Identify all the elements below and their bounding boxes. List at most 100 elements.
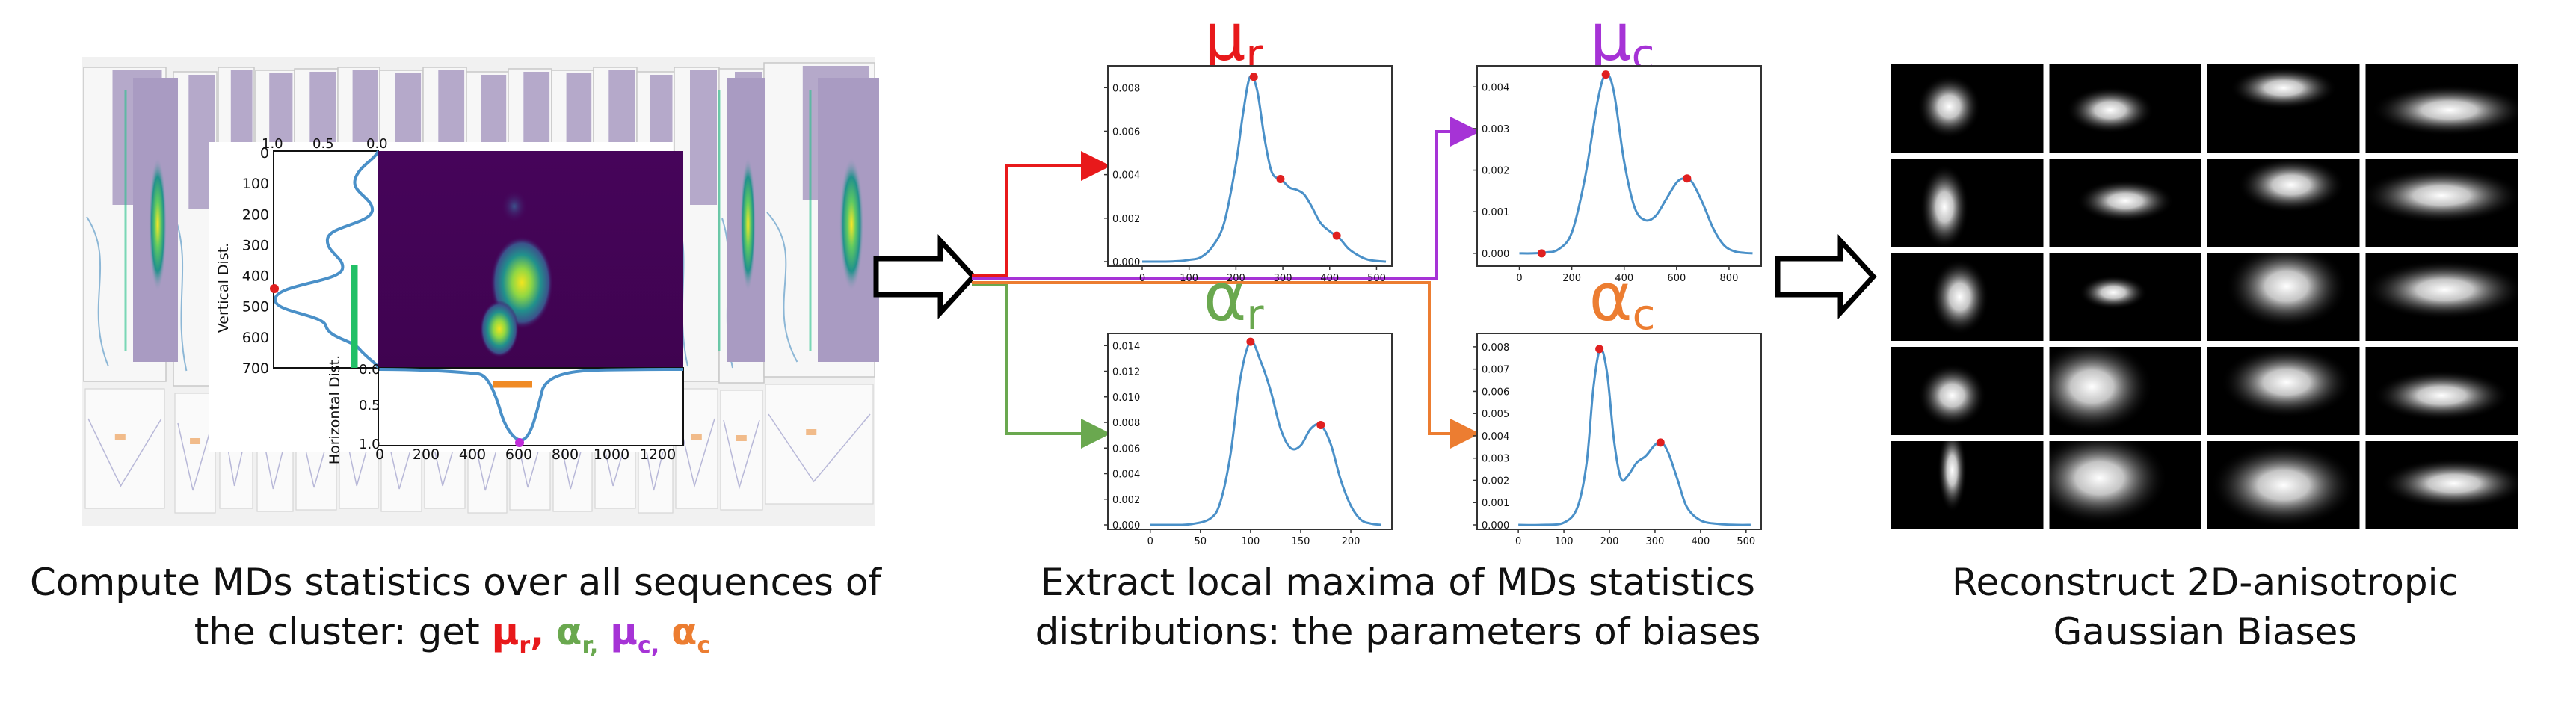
y-tick-label: 0.000 [1482, 249, 1509, 260]
caption-alpha-r-symbol: α [556, 610, 582, 653]
y-tick-label: 0.008 [1112, 418, 1140, 429]
caption-mu-c-symbol: μ [610, 610, 638, 653]
x-tick-label: 100 [1180, 273, 1198, 284]
vertical-marginal-plot [273, 150, 379, 369]
caption-mu-c-sub: c, [637, 633, 660, 659]
x-tick-label: 200 [1562, 273, 1581, 284]
x-tick-label: 500 [1737, 536, 1755, 547]
vertical-tick: 700 [242, 360, 269, 377]
sequence-orange-mark [114, 434, 126, 440]
plot-frame [1476, 333, 1762, 530]
y-tick-label: 0.003 [1482, 454, 1509, 465]
connector-alpha-c [972, 281, 1480, 449]
gaussian-blob [2380, 458, 2518, 509]
title-alpha-r: αr [1203, 259, 1264, 339]
y-tick-label: 0.012 [1112, 367, 1140, 378]
local-maximum-dot [1683, 174, 1692, 183]
horizontal-tick: 600 [505, 446, 532, 463]
y-tick-label: 0.002 [1482, 166, 1509, 177]
horizontal-marginal-plot [378, 367, 684, 446]
bottom-left-tick-2: 1.0 [359, 437, 380, 452]
sequence-bottom-curve [723, 419, 760, 490]
local-maximum-dot [1316, 420, 1325, 429]
top-tick-0: 1.0 [262, 136, 283, 152]
distributions-panel: μ r μ c αr αc 0.000 0.002 0.004 0.006 0.008 0 10… [1104, 0, 1762, 547]
gaussian-blob [1937, 441, 1967, 513]
gaussian-cell-r5-c4 [2365, 441, 2518, 529]
top-tick-1: 0.5 [312, 136, 334, 152]
x-tick-label: 300 [1646, 536, 1665, 547]
gaussian-blob [2365, 259, 2518, 320]
local-maximum-dot [1656, 438, 1665, 447]
y-tick-label: 0.006 [1482, 387, 1509, 398]
gaussian-cell-r3-c2 [2049, 253, 2201, 341]
horizontal-tick: 1000 [594, 446, 629, 463]
gaussian-cell-r2-c2 [2049, 159, 2201, 247]
gaussian-cell-r4-c2 [2049, 347, 2201, 435]
vertical-tick: 300 [242, 237, 269, 253]
gaussian-cell-r5-c2 [2049, 441, 2201, 529]
caption-compute: Compute MDs statistics over all sequence… [30, 558, 881, 671]
distribution-curve [1518, 348, 1751, 526]
vertical-axis-label: Vertical Dist. [215, 243, 232, 333]
gaussian-blob [2365, 167, 2518, 224]
x-tick-label: 0 [1516, 273, 1522, 284]
y-tick-label: 0.008 [1112, 83, 1140, 94]
local-maximum-dot [1601, 70, 1610, 79]
plot-frame [1107, 65, 1393, 267]
x-tick-label: 100 [1555, 536, 1574, 547]
horizontal-axis-label: Horizontal Dist. [327, 355, 343, 464]
connector-mu-r [972, 151, 1111, 277]
local-maximum-dot [1246, 337, 1255, 346]
sequence-bottom-curve [768, 413, 871, 483]
gaussian-cell-r5-c3 [2207, 441, 2360, 529]
sequence-marginal [86, 216, 109, 367]
horizontal-tick: 200 [413, 446, 440, 463]
gaussian-blob [1920, 164, 1969, 247]
caption-alpha-c: αc [671, 610, 710, 659]
distribution-curve [1142, 74, 1387, 263]
x-tick-label: 200 [1600, 536, 1619, 547]
vertical-red-dot [270, 284, 279, 293]
sequence-bottom-card [720, 390, 763, 511]
x-tick-label: 400 [1320, 273, 1339, 284]
gaussian-blob [2237, 159, 2345, 213]
vertical-tick: 500 [242, 299, 269, 316]
title-alpha-r-sub: r [1246, 291, 1264, 339]
gaussian-blob [2371, 84, 2518, 136]
horizontal-purple-dot [515, 438, 524, 447]
gaussian-cell-background [1891, 441, 2044, 529]
gaussian-blob [2225, 253, 2348, 329]
caption-alpha-r: αr, [556, 610, 598, 659]
gaussian-blob [1917, 75, 1981, 139]
y-tick-label: 0.008 [1482, 342, 1509, 354]
y-tick-label: 0.004 [1112, 170, 1140, 182]
y-tick-label: 0.000 [1112, 257, 1140, 268]
caption-sep-1: , [530, 610, 545, 653]
vertical-tick: 200 [242, 206, 269, 223]
gaussian-cell-r1-c3 [2207, 64, 2360, 153]
gaussian-cells [1891, 64, 2518, 529]
caption-reconstruct-line2: Gaussian Biases [2053, 610, 2358, 653]
connector-mu-c [972, 117, 1480, 280]
gaussian-blob [2210, 443, 2357, 528]
gaussian-blob [2049, 441, 2168, 525]
top-tick-2: 0.0 [366, 136, 388, 152]
sequence-marginal [766, 212, 798, 363]
sequence-bottom-card [765, 384, 874, 505]
x-tick-label: 800 [1720, 273, 1739, 284]
y-tick-label: 0.004 [1482, 431, 1509, 443]
y-tick-label: 0.006 [1112, 443, 1140, 455]
gaussian-blob [2066, 87, 2154, 134]
x-tick-label: 500 [1367, 273, 1386, 284]
gaussian-cell-r3-c1 [1891, 253, 2044, 341]
y-tick-label: 0.001 [1482, 207, 1509, 218]
caption-compute-line2: the cluster: get μr, αr, μc, αc [30, 607, 875, 671]
y-tick-label: 0.003 [1482, 124, 1509, 135]
sequence-marginal [176, 221, 188, 372]
title-alpha-c: αc [1589, 259, 1656, 339]
heatmap-hot-spot-lower [480, 301, 519, 357]
local-maximum-dot [1595, 345, 1604, 354]
